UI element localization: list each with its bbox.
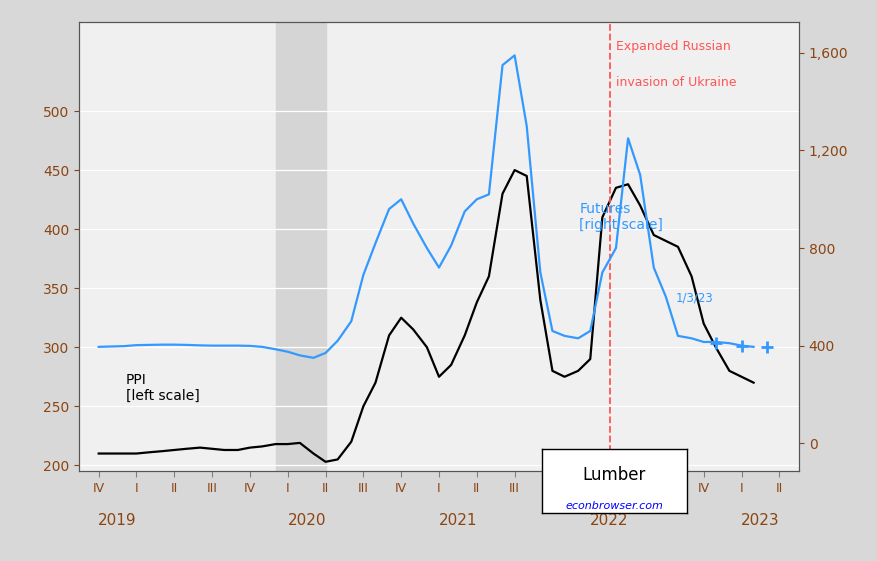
- Text: 2022: 2022: [589, 513, 628, 528]
- Bar: [275, 22, 325, 471]
- Text: Futures
[right scale]: Futures [right scale]: [579, 202, 662, 232]
- Text: 2019: 2019: [97, 513, 136, 528]
- Text: 2021: 2021: [438, 513, 476, 528]
- Text: 1/3/23: 1/3/23: [675, 292, 713, 305]
- Text: Lumber: Lumber: [581, 466, 645, 484]
- Text: 2023: 2023: [740, 513, 779, 528]
- Text: Expanded Russian: Expanded Russian: [616, 40, 730, 53]
- Text: econbrowser.com: econbrowser.com: [565, 500, 662, 511]
- Text: 2020: 2020: [287, 513, 325, 528]
- Text: invasion of Ukraine: invasion of Ukraine: [616, 76, 736, 89]
- Text: PPI
[left scale]: PPI [left scale]: [125, 373, 199, 403]
